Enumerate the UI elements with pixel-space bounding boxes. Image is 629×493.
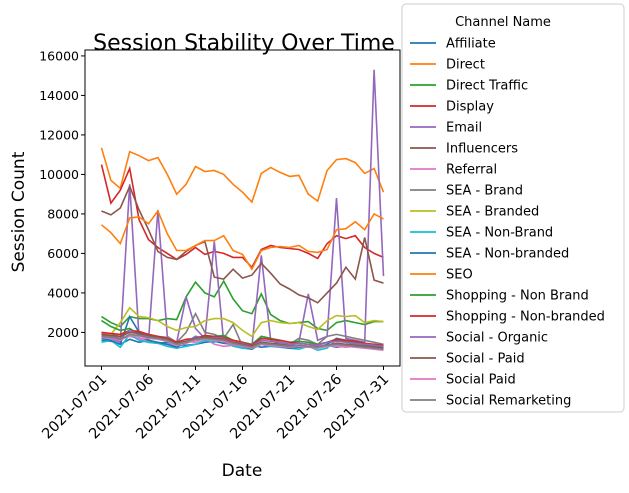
legend-items: Affiliate Direct Direct Traffic Display Emai… <box>410 37 605 409</box>
legend: Channel Name Affiliate Direct Direct Traff… <box>401 3 625 413</box>
plot-lines <box>100 69 385 352</box>
legend-label: Social - Organic <box>446 331 548 346</box>
legend-label: SEA - Non-branded <box>446 247 569 262</box>
series-line-14 <box>101 329 384 348</box>
legend-label: Shopping - Non-branded <box>446 310 605 325</box>
legend-label: SEO <box>446 268 473 283</box>
legend-label: Direct Traffic <box>446 79 528 94</box>
legend-label: Influencers <box>446 142 518 157</box>
legend-label: Direct <box>446 58 485 73</box>
plot-frame <box>84 49 401 367</box>
x-axis-label: Date <box>222 461 263 481</box>
legend-frame <box>401 3 625 413</box>
y-tick-label: 10000 <box>39 167 79 182</box>
series-line-17 <box>101 333 384 350</box>
legend-title: Channel Name <box>455 15 551 30</box>
series-line-13 <box>101 329 384 347</box>
series-line-4 <box>101 69 385 348</box>
chart-title: Session Stability Over Time <box>93 31 395 56</box>
series-line-8 <box>101 306 384 338</box>
series-line-2 <box>101 279 384 332</box>
legend-label: Affiliate <box>446 37 496 52</box>
legend-label: SEA - Non-Brand <box>446 226 553 241</box>
series-line-5 <box>101 184 384 304</box>
legend-label: Social - Paid <box>446 352 525 367</box>
y-tick-label: 4000 <box>47 285 79 300</box>
y-tick-label: 8000 <box>47 206 79 221</box>
x-axis-ticks: 2021-07-012021-07-062021-07-112021-07-16… <box>39 366 392 442</box>
series-line-16 <box>101 334 384 351</box>
legend-label: Social Paid <box>446 373 516 388</box>
y-tick-label: 14000 <box>39 88 79 103</box>
legend-label: SEA - Branded <box>446 205 539 220</box>
legend-label: SEA - Brand <box>446 184 523 199</box>
y-tick-label: 2000 <box>47 325 79 340</box>
y-tick-label: 16000 <box>39 48 79 63</box>
legend-label: Shopping - Non Brand <box>446 289 589 304</box>
legend-label: Referral <box>446 163 497 178</box>
y-tick-label: 6000 <box>47 246 79 261</box>
legend-label: Social Remarketing <box>446 394 571 409</box>
y-axis-label: Session Count <box>9 151 29 272</box>
series-line-1 <box>100 147 385 204</box>
legend-label: Email <box>446 121 482 136</box>
series-line-3 <box>100 164 384 269</box>
y-axis-ticks: 2000 4000 6000 8000 10000 12000 14000 16000 <box>39 48 85 340</box>
series-line-11 <box>100 209 384 271</box>
y-tick-label: 12000 <box>39 127 79 142</box>
series-line-15 <box>101 331 384 349</box>
legend-label: Display <box>446 100 494 115</box>
